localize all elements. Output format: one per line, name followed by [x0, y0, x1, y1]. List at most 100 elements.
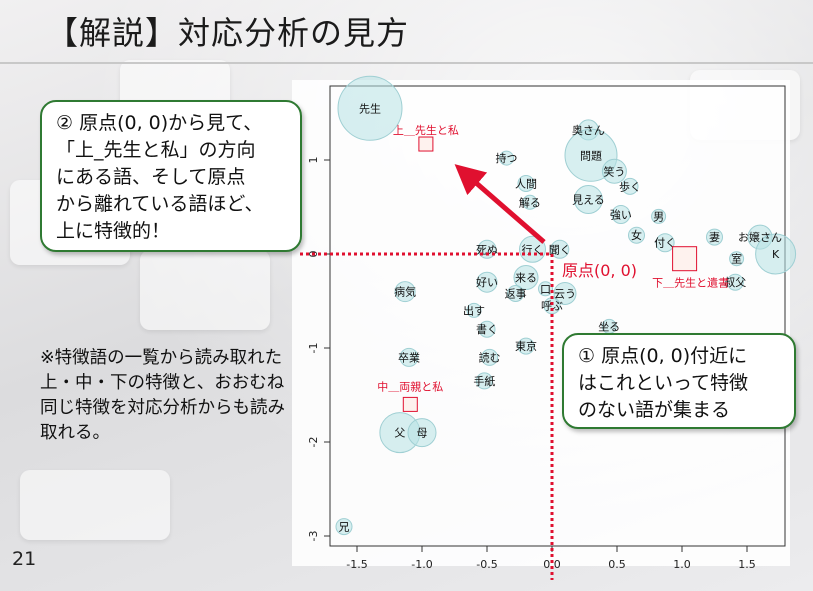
word-bubble — [476, 271, 498, 293]
plot-frame — [329, 85, 786, 547]
x-tick-label: 0.5 — [608, 558, 626, 571]
word-bubble — [538, 281, 553, 297]
y-tick-label: -3 — [307, 531, 320, 542]
group-marker — [418, 136, 434, 152]
callout-upper-line: ② 原点(0, 0)から見て、 — [56, 112, 263, 134]
word-label: 聞く — [549, 243, 571, 256]
word-bubble — [522, 194, 538, 210]
page-number: 21 — [12, 548, 37, 570]
word-bubble — [507, 284, 525, 302]
word-bubble — [729, 251, 745, 267]
word-label: 呼ぶ — [541, 300, 563, 313]
word-label: 母 — [417, 427, 428, 440]
x-tick-label: -1.0 — [411, 558, 432, 571]
word-label: 付く — [654, 237, 676, 250]
word-bubble — [513, 265, 539, 290]
word-label: 行く — [522, 243, 544, 256]
callout-upper-line: にある語、そして原点 — [56, 166, 246, 188]
word-bubble — [573, 184, 603, 214]
word-bubble — [519, 235, 546, 263]
word-label: 兄 — [339, 521, 350, 534]
word-bubble — [475, 372, 493, 390]
word-label: 女 — [631, 228, 642, 242]
y-tick-label: -1 — [307, 343, 320, 354]
group-label: 下＿先生と遺書 — [652, 276, 729, 290]
word-label: K — [772, 248, 780, 261]
word-label: 返事 — [505, 287, 527, 300]
word-bubble — [755, 233, 797, 275]
title-divider — [0, 62, 813, 64]
word-label: 手紙 — [473, 374, 495, 388]
word-bubble — [726, 273, 744, 291]
plot-area — [292, 80, 790, 566]
word-bubble — [601, 158, 627, 184]
word-label: 解る — [519, 195, 541, 209]
word-label: 好い — [476, 275, 498, 289]
word-bubble — [337, 75, 403, 141]
callout-origin-line: はこれといって特徴 — [578, 372, 749, 394]
word-bubble — [553, 281, 577, 305]
callout-origin-line: ① 原点(0, 0)付近に — [578, 345, 748, 367]
x-tick-label: -1.5 — [346, 558, 367, 571]
word-label: お嬢さん — [738, 230, 782, 244]
word-label: 出す — [463, 303, 485, 317]
word-label: 問題 — [580, 149, 602, 162]
word-bubble — [407, 418, 437, 448]
group-marker — [672, 246, 698, 272]
word-label: 室 — [731, 252, 742, 266]
x-tick-label: -0.5 — [476, 558, 497, 571]
word-bubble — [399, 347, 419, 367]
x-tick-label: 0.0 — [543, 558, 561, 571]
x-tick-label: 1.0 — [673, 558, 691, 571]
group-label: 上＿先生と私 — [393, 123, 459, 137]
callout-upper-direction: ② 原点(0, 0)から見て、 「上_先生と私」の方向 にある語、そして原点 か… — [40, 100, 302, 252]
word-bubble — [611, 205, 631, 225]
word-label: 口 — [540, 283, 551, 296]
callout-origin: ① 原点(0, 0)付近に はこれといって特徴 のない語が集まる — [562, 333, 796, 429]
keyboard-key-decoration — [20, 470, 170, 540]
keyboard-key-decoration — [140, 250, 270, 330]
note-text: ※特徴語の一覧から読み取れた上・中・下の特徴と、おおむね同じ特徴を対応分析からも… — [40, 348, 285, 443]
slide-title: 【解説】対応分析の見方 — [46, 14, 410, 52]
word-label: 来る — [515, 272, 537, 285]
word-label: 男 — [653, 210, 664, 223]
y-tick-label: 1 — [307, 157, 320, 164]
word-bubble — [628, 226, 645, 244]
origin-label: 原点(0, 0) — [562, 261, 637, 280]
word-label: 見える — [572, 193, 605, 206]
word-label: 病気 — [394, 285, 416, 299]
word-label: 人間 — [515, 178, 537, 191]
word-bubble — [550, 239, 570, 259]
group-label: 中＿両親と私 — [377, 380, 443, 393]
callout-upper-line: 上に特徴的！ — [56, 220, 171, 242]
word-label: 書く — [476, 322, 498, 336]
word-bubble — [394, 281, 416, 303]
word-bubble — [621, 177, 639, 195]
word-bubble — [478, 320, 496, 338]
word-bubble — [481, 348, 499, 366]
word-label: 云う — [554, 287, 576, 300]
word-bubble — [651, 208, 667, 224]
group-marker — [402, 396, 418, 412]
word-label: 奥さん — [572, 123, 605, 137]
word-label: 読む — [479, 350, 501, 364]
word-bubble — [499, 150, 514, 166]
x-tick-label: 1.5 — [738, 558, 756, 571]
word-label: 歩く — [619, 179, 641, 193]
callout-origin-line: のない語が集まる — [578, 399, 731, 421]
word-label: 先生 — [359, 101, 381, 115]
callout-upper-line: 「上_先生と私」の方向 — [56, 139, 256, 161]
word-label: 卒業 — [398, 350, 420, 364]
word-label: 持つ — [496, 151, 518, 165]
word-label: 強い — [610, 209, 632, 222]
word-bubble — [466, 302, 482, 318]
word-bubble — [335, 518, 353, 536]
word-bubble — [655, 233, 675, 253]
word-label: 東京 — [515, 339, 537, 353]
word-label: 父 — [394, 427, 405, 440]
direction-arrow — [454, 164, 546, 244]
word-bubble — [517, 337, 535, 355]
word-label: 坐る — [598, 320, 620, 333]
word-label: 叔父 — [724, 275, 746, 289]
